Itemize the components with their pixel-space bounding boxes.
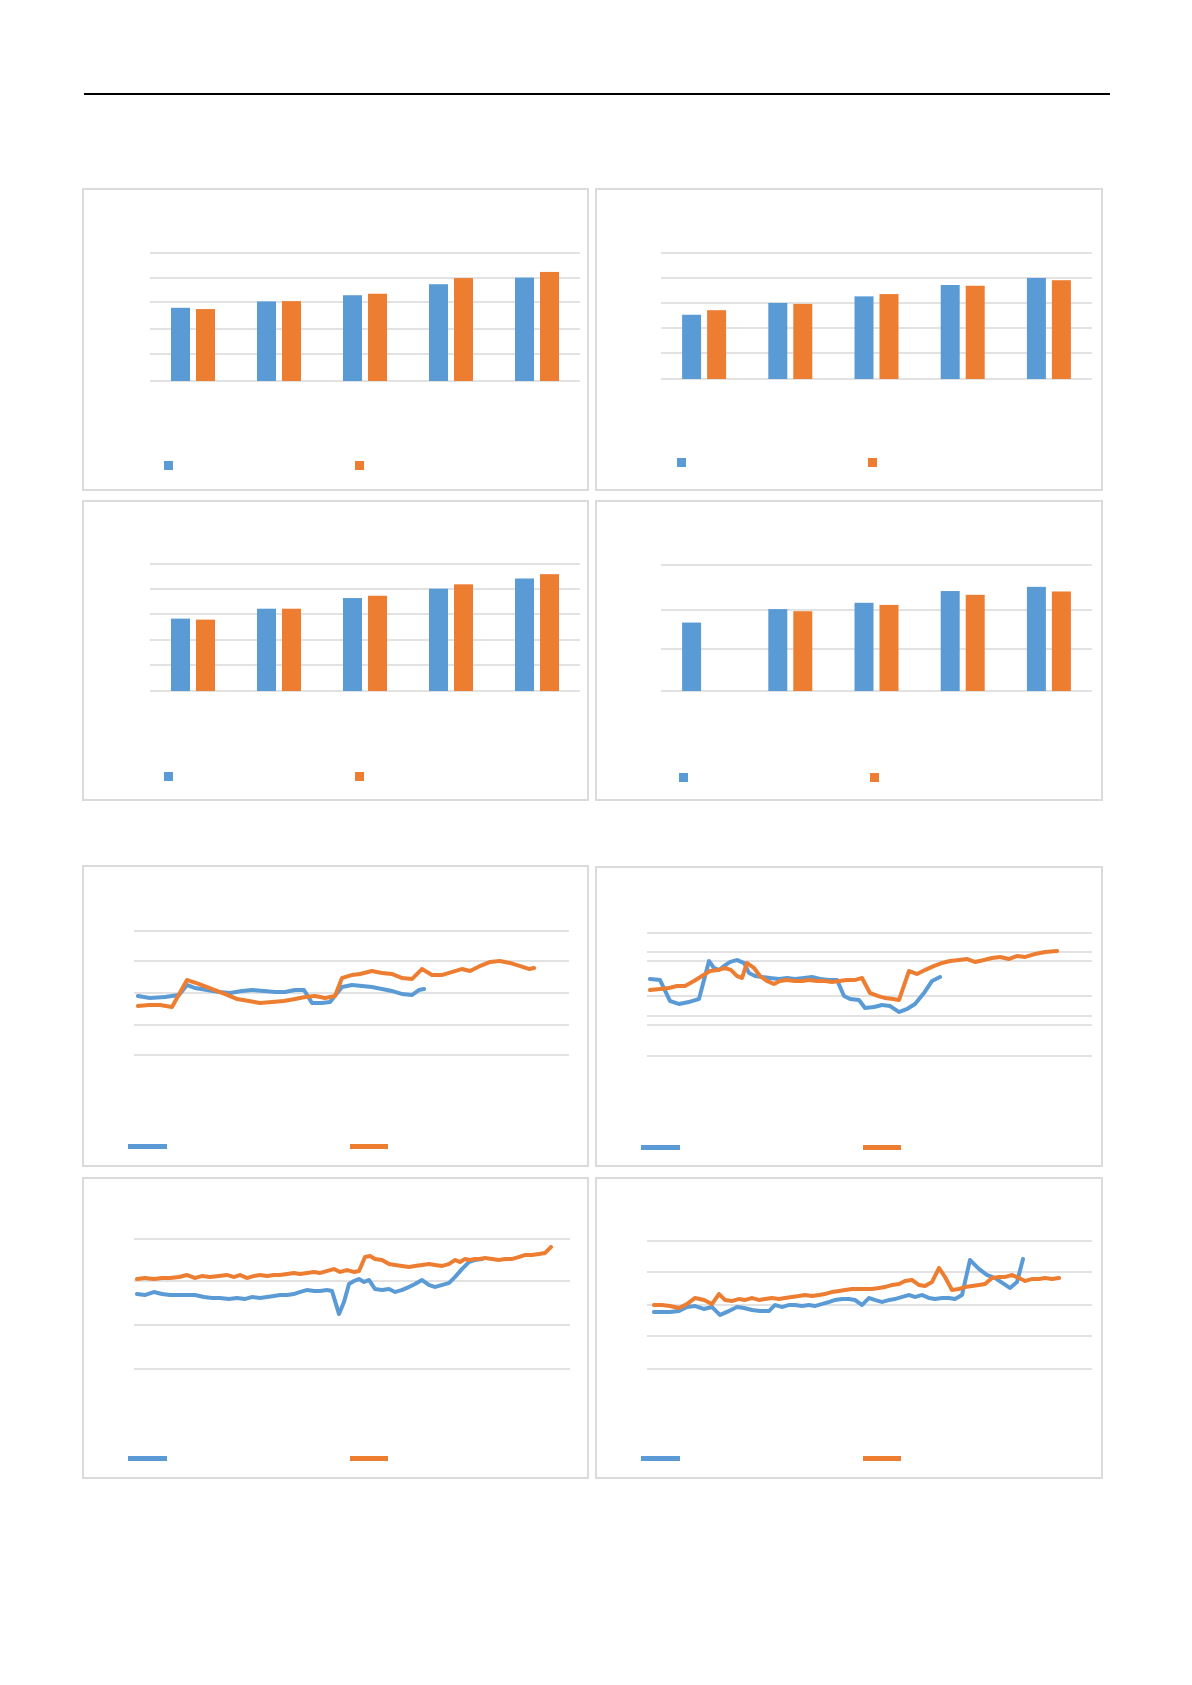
bar-orange-group3 [368, 293, 387, 381]
series-line-blue [652, 1257, 1025, 1317]
bar-blue-group4 [429, 284, 448, 381]
series-line-blue [135, 1257, 484, 1316]
legend-marker-blue [164, 461, 173, 470]
legend-marker-blue [164, 772, 173, 781]
bar-orange-group5 [1051, 591, 1071, 691]
bar-orange-group3 [879, 604, 899, 691]
chart-bar-top-left[interactable] [82, 188, 589, 491]
bar-orange-group1 [707, 310, 727, 379]
series-line-orange [136, 959, 536, 1009]
bar-blue-group1 [171, 618, 190, 691]
bar-orange-group2 [282, 608, 301, 691]
legend-marker-blue [641, 1456, 680, 1461]
bar-orange-group3 [368, 595, 387, 691]
chart-line-row4-right-canvas [641, 1240, 1092, 1461]
legend-marker-orange [350, 1456, 388, 1461]
legend-marker-orange [870, 773, 879, 782]
bar-blue-group3 [854, 296, 874, 379]
legend-marker-orange [355, 461, 364, 470]
series-line-blue [648, 958, 942, 1014]
chart-bar-mid-right[interactable] [595, 500, 1103, 801]
legend-marker-orange [350, 1144, 388, 1149]
legend-marker-blue [677, 458, 686, 467]
bar-orange-group5 [1051, 280, 1071, 379]
legend-marker-blue [641, 1145, 680, 1150]
chart-bar-mid-right-canvas [661, 564, 1092, 782]
bar-blue-group4 [940, 591, 960, 691]
chart-bar-top-right[interactable] [595, 188, 1103, 491]
series-line-orange [652, 1266, 1061, 1310]
bar-blue-group2 [768, 302, 788, 379]
series-line-orange [648, 949, 1059, 1002]
bar-orange-group2 [282, 301, 301, 381]
bar-orange-group4 [965, 285, 985, 379]
chart-line-row3-left[interactable] [82, 865, 589, 1167]
series-line-blue [136, 983, 426, 1005]
legend-marker-blue [128, 1456, 167, 1461]
bar-orange-group1 [196, 309, 215, 381]
bar-blue-group3 [854, 602, 874, 691]
bar-blue-group5 [515, 578, 534, 691]
bar-blue-group2 [768, 609, 788, 691]
chart-bar-top-left-canvas [150, 252, 580, 470]
legend-marker-orange [355, 772, 364, 781]
legend-marker-orange [863, 1145, 901, 1150]
bar-blue-group5 [1026, 277, 1046, 379]
bar-blue-group5 [515, 277, 534, 381]
bar-orange-group1 [196, 619, 215, 691]
bar-blue-group3 [343, 295, 362, 381]
bar-orange-group2 [793, 303, 813, 379]
bar-orange-group3 [879, 294, 899, 379]
bar-orange-group4 [965, 594, 985, 691]
bar-blue-group1 [171, 307, 190, 381]
bar-blue-group2 [257, 608, 276, 691]
chart-line-row4-right[interactable] [595, 1177, 1103, 1479]
chart-line-row3-left-canvas [128, 930, 569, 1149]
bar-blue-group5 [1026, 586, 1046, 691]
bar-blue-group1 [682, 314, 702, 379]
bar-orange-group5 [540, 271, 559, 381]
bar-blue-group1 [682, 622, 702, 691]
chart-bar-top-right-canvas [661, 252, 1092, 467]
chart-bar-mid-left[interactable] [82, 500, 589, 801]
chart-bar-mid-left-canvas [150, 563, 580, 781]
legend-marker-orange [863, 1456, 901, 1461]
chart-line-row3-right[interactable] [595, 866, 1103, 1167]
bar-orange-group2 [793, 611, 813, 691]
chart-line-row3-right-canvas [641, 932, 1092, 1150]
bar-blue-group4 [940, 285, 960, 379]
chart-line-row4-left-canvas [128, 1238, 570, 1461]
bar-orange-group4 [454, 278, 473, 381]
bar-blue-group3 [343, 598, 362, 691]
legend-marker-orange [868, 458, 877, 467]
series-line-orange [135, 1245, 553, 1281]
chart-line-row4-left[interactable] [82, 1177, 589, 1479]
bar-blue-group4 [429, 588, 448, 691]
bar-orange-group5 [540, 574, 559, 691]
legend-marker-blue [128, 1144, 167, 1149]
bar-orange-group4 [454, 584, 473, 691]
legend-marker-blue [679, 773, 688, 782]
bar-blue-group2 [257, 301, 276, 381]
header-rule [84, 93, 1110, 95]
